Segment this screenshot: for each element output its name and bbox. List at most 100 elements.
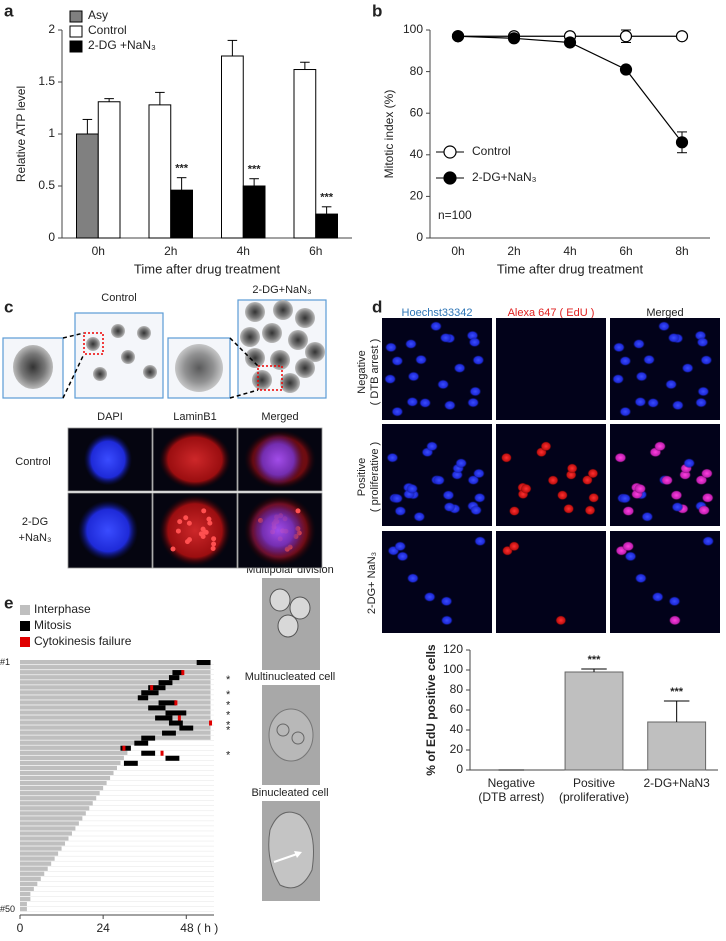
mitosis xyxy=(162,730,176,736)
row-label: Negative xyxy=(356,350,368,393)
nucleus xyxy=(429,321,442,332)
cytokinesis-failure xyxy=(177,715,181,721)
nucleus xyxy=(394,541,407,552)
row-label: +NaN₃ xyxy=(19,532,52,544)
image-label: Control xyxy=(101,292,136,304)
nucleus xyxy=(643,354,656,365)
nucleus xyxy=(472,355,485,366)
legend-label: Control xyxy=(472,144,511,158)
cell-image xyxy=(262,323,282,343)
x-tick-label: 4h xyxy=(563,244,576,258)
zoom-line xyxy=(62,353,85,399)
speckle xyxy=(198,531,204,537)
y-tick-label: 60 xyxy=(450,702,464,716)
bar xyxy=(315,213,338,239)
marker xyxy=(451,30,465,43)
interphase-bar xyxy=(20,821,79,826)
y-tick-label: 2 xyxy=(48,22,55,36)
x-tick-label: 0h xyxy=(451,244,464,258)
interphase-bar xyxy=(20,705,211,710)
interphase-bar xyxy=(20,735,211,740)
x-tick-label: 48 ( h ) xyxy=(180,921,218,935)
nucleus xyxy=(665,379,678,390)
y-tick-label: 1 xyxy=(48,126,55,140)
nucleus xyxy=(406,396,419,407)
arrow-head xyxy=(294,851,302,858)
cell xyxy=(268,708,314,762)
nucleus xyxy=(386,452,399,463)
interphase-bar xyxy=(20,775,111,781)
legend-label: 2-DG +NaN₃ xyxy=(88,38,156,52)
nucleus xyxy=(695,397,708,408)
nucleus xyxy=(661,475,674,486)
nucleus xyxy=(619,355,632,366)
nucleus xyxy=(588,492,600,503)
nucleus xyxy=(159,430,231,489)
cell-image xyxy=(175,344,223,392)
image-label: 2-DG+NaN₃ xyxy=(252,284,311,296)
cell-image xyxy=(137,326,151,340)
mitosis xyxy=(158,680,173,686)
legend-swatch xyxy=(69,10,83,23)
bar xyxy=(148,104,172,239)
interphase-bar xyxy=(20,866,48,871)
row-label: ( DTB arrest ) xyxy=(369,339,381,406)
marker xyxy=(619,30,633,43)
nucleus xyxy=(406,483,419,494)
nucleus xyxy=(473,492,486,503)
nucleus xyxy=(635,371,648,382)
cell-image xyxy=(295,358,315,378)
nucleus xyxy=(622,541,635,552)
nucleus xyxy=(632,338,645,349)
row-label: 2-DG xyxy=(22,516,48,528)
mitosis xyxy=(158,700,176,706)
nucleus xyxy=(698,505,711,516)
cell xyxy=(277,614,299,638)
marker xyxy=(675,30,689,43)
y-tick-label: 100 xyxy=(403,22,423,36)
interphase-bar xyxy=(20,891,31,897)
row-label: 2-DG+ NaN₃ xyxy=(366,552,378,614)
nucleus xyxy=(443,400,456,411)
nucleus xyxy=(653,441,666,452)
interphase-bar xyxy=(20,665,211,670)
bar xyxy=(76,133,99,239)
column-label: Alexa 647 ( EdU ) xyxy=(508,307,595,319)
interphase-bar xyxy=(20,675,211,680)
cell-image xyxy=(273,300,293,320)
micrograph-content xyxy=(501,541,567,626)
nucleus xyxy=(624,551,637,562)
column-label: DAPI xyxy=(97,411,123,423)
micrograph xyxy=(496,318,606,420)
interphase-bar xyxy=(20,826,76,831)
annotation: n=100 xyxy=(438,208,472,222)
significance: *** xyxy=(670,686,684,698)
y-tick-label: 20 xyxy=(450,742,464,756)
nucleus xyxy=(406,573,419,584)
cytokinesis-failure xyxy=(209,720,213,726)
nucleus xyxy=(472,468,485,479)
micrograph-content xyxy=(387,536,487,626)
nucleus xyxy=(404,338,417,349)
y-tick-label: 40 xyxy=(450,722,464,736)
speckle xyxy=(203,529,209,535)
mitosis xyxy=(120,745,131,751)
interphase-bar xyxy=(20,670,211,675)
nucleus xyxy=(614,452,627,463)
interphase-bar xyxy=(20,740,135,745)
bar xyxy=(647,721,707,771)
zoom-line xyxy=(229,389,259,399)
cell-image xyxy=(86,337,100,351)
nucleus xyxy=(391,355,404,366)
mitosis xyxy=(165,755,180,761)
y-axis-label: % of EdU positive cells xyxy=(424,644,438,776)
image-label: Multinucleated cell xyxy=(245,671,336,683)
nucleus xyxy=(440,615,453,626)
column-label: LaminB1 xyxy=(173,411,216,423)
nucleus xyxy=(468,337,481,348)
y-tick-label: 0 xyxy=(416,230,423,244)
interphase-bar xyxy=(20,710,211,715)
bar xyxy=(293,69,317,239)
interphase-bar xyxy=(20,720,211,725)
nucleus xyxy=(619,406,632,417)
